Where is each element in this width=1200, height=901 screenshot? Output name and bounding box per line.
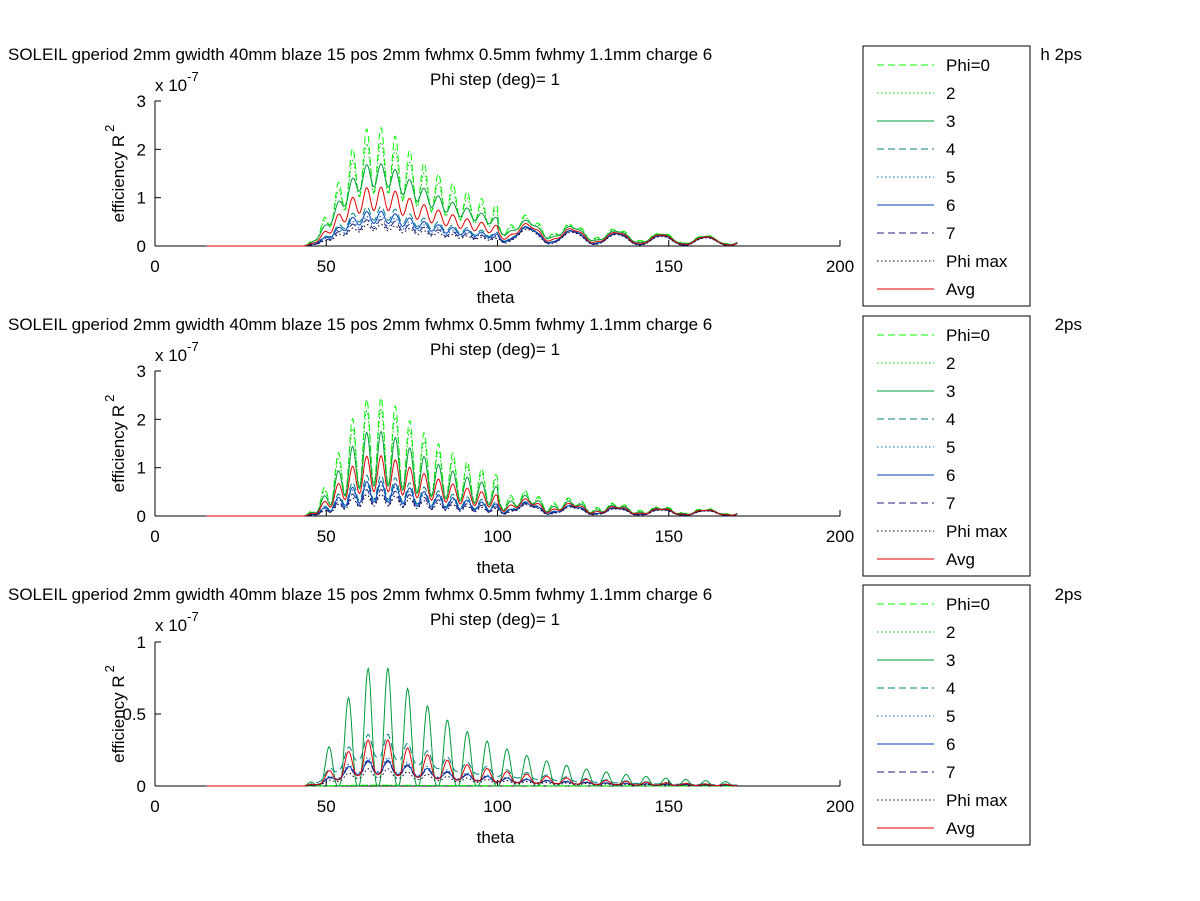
legend-entry: Avg bbox=[946, 819, 975, 838]
x-tick-label: 150 bbox=[655, 257, 683, 276]
series-line-phi-0 bbox=[206, 126, 738, 247]
y-tick-label: 1 bbox=[137, 189, 146, 208]
legend-entry: 4 bbox=[946, 140, 955, 159]
chart-subtitle: Phi step (deg)= 1 bbox=[430, 70, 560, 89]
y-axis-label-power: 2 bbox=[102, 125, 117, 132]
x-tick-label: 100 bbox=[483, 257, 511, 276]
legend-entry: 3 bbox=[946, 651, 955, 670]
x-tick-label: 200 bbox=[826, 797, 854, 816]
x-tick-label: 200 bbox=[826, 257, 854, 276]
y-axis-label: efficiency R2 bbox=[102, 395, 128, 493]
y-tick-label: 2 bbox=[137, 140, 146, 159]
series-line-3 bbox=[206, 430, 738, 517]
legend-entry: 4 bbox=[946, 410, 955, 429]
axis-exponent-power: -7 bbox=[187, 609, 199, 624]
x-axis-label: theta bbox=[477, 828, 515, 847]
legend-entry: 3 bbox=[946, 382, 955, 401]
chart-title-right: 2ps bbox=[1055, 315, 1082, 334]
y-axis-label: efficiency R2 bbox=[102, 125, 128, 223]
legend-entry: 5 bbox=[946, 438, 955, 457]
x-tick-label: 0 bbox=[150, 257, 159, 276]
subplot-2: SOLEIL gperiod 2mm gwidth 40mm blaze 15 … bbox=[8, 315, 1082, 577]
legend-entry: 7 bbox=[946, 763, 955, 782]
legend-entry: 5 bbox=[946, 168, 955, 187]
x-tick-label: 200 bbox=[826, 527, 854, 546]
x-tick-label: 150 bbox=[655, 797, 683, 816]
axis-exponent: x 10-7 bbox=[155, 69, 199, 95]
legend-box bbox=[862, 584, 1031, 846]
legend-box bbox=[862, 45, 1031, 307]
legend-entry: 7 bbox=[946, 224, 955, 243]
y-tick-label: 2 bbox=[137, 410, 146, 429]
legend-entry: 2 bbox=[946, 623, 955, 642]
chart-subtitle: Phi step (deg)= 1 bbox=[430, 610, 560, 629]
x-axis-label: theta bbox=[477, 558, 515, 577]
x-tick-label: 100 bbox=[483, 527, 511, 546]
legend-entry: Phi=0 bbox=[946, 56, 990, 75]
subplot-3: SOLEIL gperiod 2mm gwidth 40mm blaze 15 … bbox=[8, 584, 1082, 847]
legend-entry: Phi max bbox=[946, 252, 1008, 271]
series-line-3 bbox=[206, 666, 738, 787]
legend-entry: Avg bbox=[946, 280, 975, 299]
legend-entry: 2 bbox=[946, 354, 955, 373]
chart-title-right: 2ps bbox=[1055, 585, 1082, 604]
x-tick-label: 0 bbox=[150, 527, 159, 546]
legend-entry: 6 bbox=[946, 466, 955, 485]
y-tick-label: 1 bbox=[137, 459, 146, 478]
legend-entry: Avg bbox=[946, 550, 975, 569]
y-tick-label: 3 bbox=[137, 362, 146, 381]
legend-entry: 7 bbox=[946, 494, 955, 513]
chart-title-right: h 2ps bbox=[1040, 45, 1082, 64]
y-tick-label: 0 bbox=[137, 777, 146, 796]
series-line-phi-0 bbox=[206, 395, 738, 517]
chart-title: SOLEIL gperiod 2mm gwidth 40mm blaze 15 … bbox=[8, 45, 712, 64]
legend-entry: Phi max bbox=[946, 791, 1008, 810]
legend-entry: 6 bbox=[946, 735, 955, 754]
legend-entry: Phi=0 bbox=[946, 595, 990, 614]
axis-exponent-power: -7 bbox=[187, 339, 199, 354]
y-axis-label: efficiency R2 bbox=[102, 665, 128, 763]
axis-exponent: x 10-7 bbox=[155, 339, 199, 365]
y-tick-label: 1 bbox=[137, 633, 146, 652]
series-line-5 bbox=[206, 215, 738, 247]
y-tick-label: 0 bbox=[137, 507, 146, 526]
y-tick-label: 0 bbox=[137, 237, 146, 256]
legend-entry: Phi max bbox=[946, 522, 1008, 541]
axis-exponent: x 10-7 bbox=[155, 609, 199, 635]
chart-title: SOLEIL gperiod 2mm gwidth 40mm blaze 15 … bbox=[8, 585, 712, 604]
chart-title: SOLEIL gperiod 2mm gwidth 40mm blaze 15 … bbox=[8, 315, 712, 334]
legend-entry: 5 bbox=[946, 707, 955, 726]
series-line-avg bbox=[206, 739, 738, 787]
subplot-1: SOLEIL gperiod 2mm gwidth 40mm blaze 15 … bbox=[8, 45, 1082, 307]
x-tick-label: 100 bbox=[483, 797, 511, 816]
chart-subtitle: Phi step (deg)= 1 bbox=[430, 340, 560, 359]
legend-entry: Phi=0 bbox=[946, 326, 990, 345]
series-line-2 bbox=[206, 140, 738, 247]
y-tick-label: 3 bbox=[137, 92, 146, 111]
y-tick-label: 0.5 bbox=[122, 705, 146, 724]
x-tick-label: 50 bbox=[317, 527, 336, 546]
y-axis-label-power: 2 bbox=[102, 665, 117, 672]
series-line-avg bbox=[206, 454, 738, 517]
x-axis-label: theta bbox=[477, 288, 515, 307]
x-tick-label: 0 bbox=[150, 797, 159, 816]
legend-entry: 3 bbox=[946, 112, 955, 131]
series-line-avg bbox=[206, 186, 738, 247]
x-tick-label: 150 bbox=[655, 527, 683, 546]
x-tick-label: 50 bbox=[317, 797, 336, 816]
axis-exponent-power: -7 bbox=[187, 69, 199, 84]
legend-entry: 4 bbox=[946, 679, 955, 698]
legend-entry: 2 bbox=[946, 84, 955, 103]
x-tick-label: 50 bbox=[317, 257, 336, 276]
y-axis-label-power: 2 bbox=[102, 395, 117, 402]
legend-entry: 6 bbox=[946, 196, 955, 215]
legend-box bbox=[862, 315, 1031, 577]
